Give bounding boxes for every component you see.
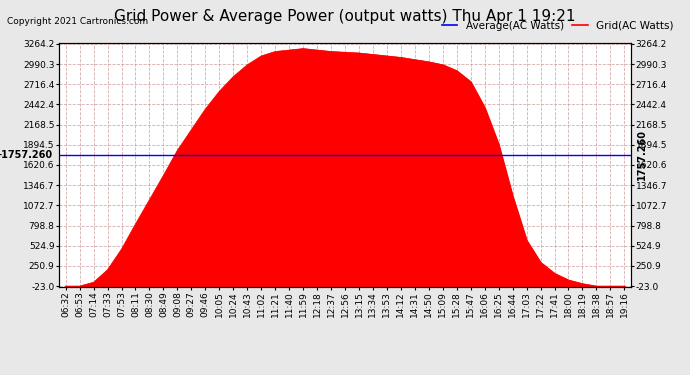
Legend: Average(AC Watts), Grid(AC Watts): Average(AC Watts), Grid(AC Watts) [437,16,678,35]
Text: Grid Power & Average Power (output watts) Thu Apr 1 19:21: Grid Power & Average Power (output watts… [115,9,575,24]
Text: 1757.260: 1757.260 [637,129,647,180]
Text: ←1757.260: ←1757.260 [0,150,53,160]
Text: Copyright 2021 Cartronics.com: Copyright 2021 Cartronics.com [7,17,148,26]
